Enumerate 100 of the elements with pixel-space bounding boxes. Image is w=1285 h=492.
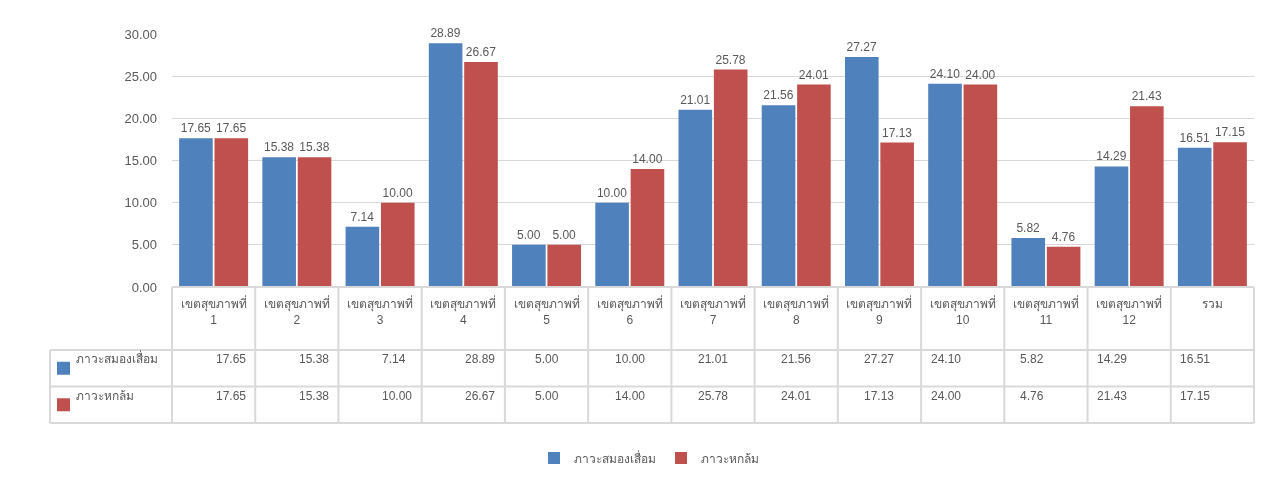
text: 15.38 xyxy=(263,140,295,155)
y-tick-label: 30.00 xyxy=(124,26,157,42)
bar xyxy=(678,109,713,287)
text: 5.00 xyxy=(517,227,541,242)
data-label: 17.13 xyxy=(864,389,895,403)
data-label: 15.38 xyxy=(299,352,330,366)
data-label: 16.51 xyxy=(1180,352,1211,366)
text: 17.65 xyxy=(216,121,247,136)
y-tick-label: 20.00 xyxy=(124,110,157,126)
data-label: 26.67 xyxy=(465,389,496,403)
text: 21.43 xyxy=(1131,89,1162,104)
text: 24.01 xyxy=(798,67,829,82)
data-label: 21.01 xyxy=(698,352,729,366)
x-tick-label: เขตสุขภาพที่ 10 xyxy=(929,295,996,327)
bar xyxy=(713,69,748,287)
bar xyxy=(464,62,498,287)
y-tick-label: 5.00 xyxy=(131,237,157,253)
data-label: 10.00 xyxy=(382,389,413,403)
data-label: 27.27 xyxy=(864,352,895,366)
bar xyxy=(428,43,463,287)
x-tick-label: เขตสุขภาพที่ 11 xyxy=(1012,295,1079,327)
x-tick-label: เขตสุขภาพที่ 4 xyxy=(430,295,497,327)
bar xyxy=(380,202,415,287)
bar xyxy=(630,168,665,287)
text: 24.10 xyxy=(929,66,960,81)
text: 24.00 xyxy=(965,67,996,82)
text: 17.13 xyxy=(881,125,912,140)
bar xyxy=(1130,106,1164,287)
text: 16.51 xyxy=(1179,130,1210,145)
data-label: 17.65 xyxy=(216,389,247,403)
y-tick-label: 25.00 xyxy=(124,68,157,84)
data-label: 28.89 xyxy=(465,352,496,366)
x-tick-label: เขตสุขภาพที่ 6 xyxy=(596,295,663,327)
bar xyxy=(928,83,962,287)
data-label: 5.00 xyxy=(535,389,559,403)
text: 27.27 xyxy=(846,40,877,55)
text: 26.67 xyxy=(465,45,496,60)
legend-label: ภาวะหกล้ม xyxy=(701,451,759,466)
x-tick-label: เขตสุขภาพที่ 7 xyxy=(680,295,746,327)
data-label: 14.29 xyxy=(1097,352,1128,366)
data-label: 21.43 xyxy=(1097,389,1128,403)
bar xyxy=(547,244,582,287)
bar xyxy=(1213,142,1247,287)
text: ภาวะสมองเสื่อม xyxy=(76,352,158,366)
text: 17.65 xyxy=(180,121,211,136)
bar xyxy=(512,244,546,287)
text: 5.00 xyxy=(552,227,576,242)
y-tick-label: 10.00 xyxy=(124,195,157,211)
text: 7.14 xyxy=(350,209,374,224)
bar xyxy=(844,57,879,287)
bar xyxy=(179,138,213,287)
data-label: 5.00 xyxy=(535,352,559,366)
bar xyxy=(1177,147,1212,287)
data-label: 17.15 xyxy=(1180,389,1211,403)
data-label: 24.10 xyxy=(931,352,962,366)
text: 5.82 xyxy=(1016,220,1040,235)
text: 28.89 xyxy=(430,26,461,41)
x-tick-label: รวม xyxy=(1201,297,1223,311)
x-tick-label: เขตสุขภาพที่ 1 xyxy=(180,295,247,327)
data-label: 5.82 xyxy=(1020,352,1044,366)
x-tick-label: เขตสุขภาพที่ 8 xyxy=(763,295,830,327)
text: 4.76 xyxy=(1051,229,1076,244)
legend-label: ภาวะสมองเสื่อม xyxy=(574,449,656,466)
data-label: 7.14 xyxy=(382,352,406,366)
x-tick-label: เขตสุขภาพที่ 12 xyxy=(1096,295,1163,327)
data-label: 15.38 xyxy=(299,389,330,403)
data-label: 24.00 xyxy=(931,389,962,403)
bar xyxy=(262,157,296,287)
bar xyxy=(595,202,629,287)
bar xyxy=(797,84,831,287)
data-label: 10.00 xyxy=(615,352,646,366)
y-tick-label: 15.00 xyxy=(124,153,157,169)
text: 21.01 xyxy=(680,92,711,107)
data-label: 17.65 xyxy=(216,352,247,366)
bar xyxy=(1094,166,1129,287)
x-tick-label: เขตสุขภาพที่ 2 xyxy=(263,295,330,327)
bar xyxy=(214,138,249,287)
text: 15.38 xyxy=(299,140,330,155)
x-tick-label: เขตสุขภาพที่ 5 xyxy=(513,295,580,327)
x-tick-label: เขตสุขภาพที่ 9 xyxy=(846,295,913,327)
text: 14.29 xyxy=(1096,149,1127,164)
text: 17.15 xyxy=(1214,125,1245,140)
text: ภาวะหกล้ม xyxy=(76,389,134,403)
data-label: 14.00 xyxy=(615,389,646,403)
bar xyxy=(1046,246,1081,287)
text: 10.00 xyxy=(596,185,627,200)
bar xyxy=(345,226,380,287)
data-label: 24.01 xyxy=(781,389,812,403)
y-tick-label: 0.00 xyxy=(131,279,157,295)
bar xyxy=(297,157,332,287)
text: 25.78 xyxy=(715,52,746,67)
bar xyxy=(880,142,914,287)
x-tick-label: เขตสุขภาพที่ 3 xyxy=(347,295,414,327)
text: 21.56 xyxy=(763,88,794,103)
bar xyxy=(963,84,998,287)
text: 14.00 xyxy=(632,151,663,166)
data-label: 21.56 xyxy=(781,352,812,366)
text: 10.00 xyxy=(382,185,413,200)
bar xyxy=(1011,237,1046,287)
data-label: 4.76 xyxy=(1020,389,1044,403)
